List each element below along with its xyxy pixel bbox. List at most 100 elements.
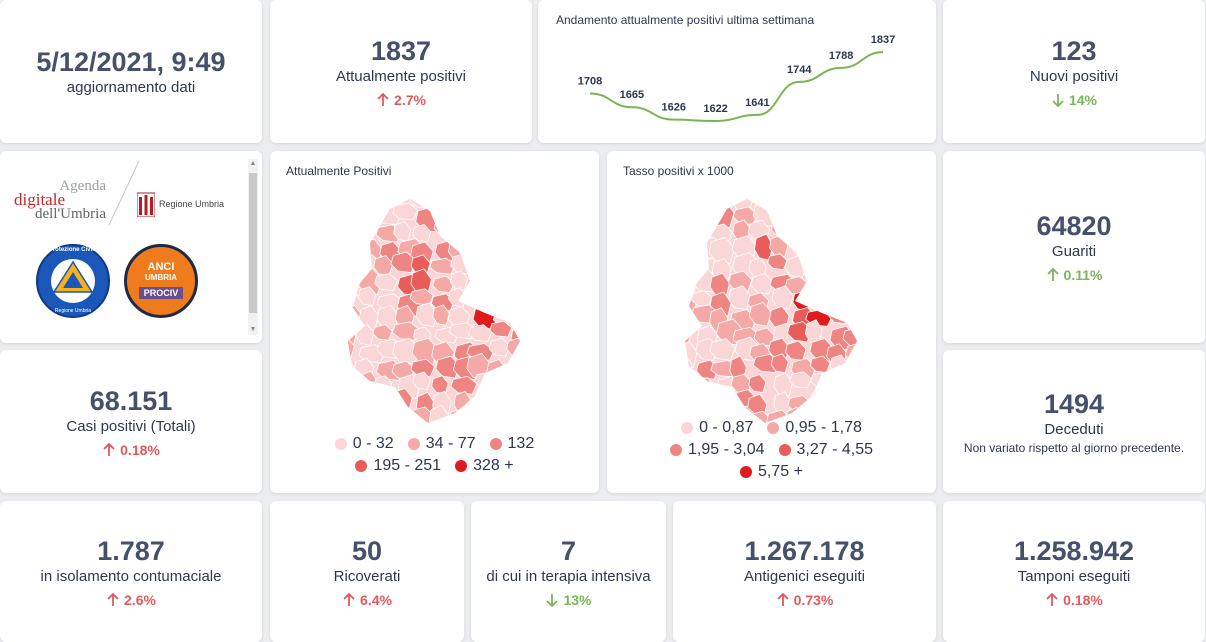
legend-label: 0 - 32	[352, 435, 394, 452]
map-municipality	[767, 253, 788, 271]
map-municipality	[748, 374, 767, 393]
map-municipality	[685, 275, 698, 295]
map-municipality	[474, 274, 499, 297]
map-municipality	[804, 218, 828, 239]
casi-value: 68.151	[89, 385, 173, 416]
guariti-label: Guariti	[1051, 243, 1097, 260]
map-municipality	[414, 421, 435, 423]
map-municipality	[807, 251, 833, 275]
legend-dot-icon	[455, 460, 468, 472]
legend-label: 195 - 251	[373, 457, 442, 474]
map-municipality	[697, 199, 716, 207]
legend-label: 0 - 0,87	[699, 419, 754, 436]
map-tasso-legend: 0 - 0,87 0,95 - 1,78 1,95 - 3,04 3,27 - …	[607, 419, 936, 485]
map-municipality	[805, 199, 831, 211]
agenda-line3: dell'Umbria	[34, 206, 106, 222]
map-municipality	[843, 253, 857, 271]
map-municipality	[488, 286, 508, 305]
map-municipality	[830, 255, 848, 284]
map-municipality	[846, 376, 857, 401]
casi-delta-value: 0.18%	[120, 441, 160, 458]
map-municipality	[348, 373, 364, 398]
deceduti-value: 1494	[1043, 388, 1105, 419]
anci-line3: PROCIV	[139, 287, 183, 299]
antigenici-value: 1.267.178	[744, 535, 865, 566]
regione-logo: Regione Umbria	[137, 191, 224, 217]
nuovi-value: 123	[1051, 35, 1097, 66]
map-municipality	[790, 206, 816, 227]
map-municipality	[474, 426, 493, 431]
map-municipality	[685, 374, 695, 398]
map-municipality	[750, 273, 774, 295]
attuali-delta: 2.7%	[376, 92, 426, 108]
map-municipality	[844, 356, 857, 377]
map-tasso-card: Tasso positivi x 1000 0 - 0,87 0,95 - 1,…	[607, 151, 936, 493]
map-municipality	[489, 269, 512, 290]
map-municipality	[846, 393, 857, 420]
arrow-up-icon	[377, 92, 389, 106]
protezione-sub-label: Regione Umbria	[54, 308, 92, 314]
legend-dot-icon	[355, 460, 368, 472]
map-municipality	[509, 199, 520, 210]
map-municipality	[373, 199, 399, 208]
anci-line2: UMBRIA	[145, 273, 177, 282]
map-positivi-title: Attualmente Positivi	[286, 164, 392, 178]
terapia-label: di cui in terapia intensiva	[486, 567, 651, 585]
arrow-up-icon	[1046, 268, 1059, 281]
regione-label: Regione Umbria	[159, 199, 225, 209]
legend-item: 0 - 32	[334, 435, 394, 453]
terapia-delta-value: 13%	[563, 591, 592, 608]
isolamento-delta: 2.6%	[106, 592, 156, 608]
casi-card: 68.151 Casi positivi (Totali) 0.18%	[0, 350, 262, 493]
map-municipality	[771, 285, 794, 310]
casi-label: Casi positivi (Totali)	[66, 417, 196, 435]
tamponi-value: 1.258.942	[1013, 535, 1135, 566]
guariti-card: 64820 Guariti 0.11%	[943, 151, 1205, 343]
ricoverati-card: 50 Ricoverati 6.4%	[270, 501, 464, 642]
map-municipality	[505, 424, 531, 431]
arrow-up-icon	[107, 592, 119, 606]
map-municipality	[392, 202, 418, 221]
trend-data-label: 1622	[703, 103, 727, 115]
protezione-logo: Protezione Civile Regione Umbria	[36, 244, 110, 318]
map-municipality	[410, 358, 435, 378]
map-municipality	[411, 337, 439, 365]
antigenici-delta: 0.73%	[776, 592, 833, 608]
map-municipality	[708, 237, 736, 265]
map-municipality	[356, 199, 384, 207]
map-municipality	[374, 391, 396, 417]
map-municipality	[709, 338, 736, 361]
logos-card: Agenda digitale dell'Umbria Regione Umbr…	[0, 151, 262, 343]
legend-item: 3,27 - 4,55	[778, 441, 873, 459]
protezione-label: Protezione Civile	[48, 247, 98, 253]
map-municipality	[685, 253, 698, 277]
isolamento-value: 1.787	[97, 535, 165, 566]
isolamento-label: in isolamento contumaciale	[40, 567, 222, 585]
map-municipality	[685, 322, 693, 344]
map-municipality	[448, 199, 472, 211]
map-municipality	[449, 270, 468, 291]
deceduti-card: 1494 Deceduti Non variato rispetto al gi…	[943, 350, 1205, 493]
trend-title: Andamento attualmente positivi ultima se…	[556, 13, 815, 27]
update-label: aggiornamento dati	[66, 78, 196, 96]
arrow-down-icon	[1052, 93, 1064, 107]
map-municipality	[509, 272, 520, 296]
legend-item: 5,75 +	[740, 463, 803, 481]
trend-data-label: 1837	[871, 34, 895, 46]
map-municipality	[506, 337, 520, 358]
deceduti-label: Deceduti	[1044, 420, 1104, 438]
scroll-up-icon[interactable]: ▲	[249, 160, 257, 167]
map-municipality	[509, 405, 520, 423]
map-municipality	[805, 285, 825, 310]
scroll-down-icon[interactable]: ▼	[249, 326, 257, 333]
map-municipality	[506, 217, 520, 239]
map-municipality	[447, 222, 471, 248]
map-municipality	[473, 223, 499, 243]
map-municipality	[432, 304, 450, 326]
map-municipality	[428, 404, 450, 423]
map-municipality	[506, 373, 520, 399]
scroll-thumb[interactable]	[249, 173, 257, 313]
map-municipality	[429, 257, 457, 275]
logos-scrollbar[interactable]: ▲ ▼	[248, 159, 258, 335]
trend-chart: 1708 1665 1626 1622 1641 1744 1788 1837	[578, 34, 895, 122]
